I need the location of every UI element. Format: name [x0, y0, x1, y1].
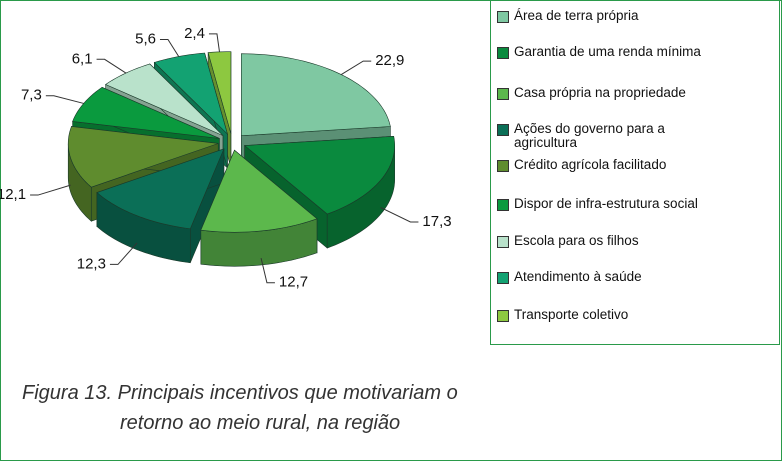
- caption-line: retorno ao meio rural, na região: [120, 412, 401, 434]
- legend-label: Área de terra própria: [514, 8, 639, 23]
- slice: [207, 51, 232, 134]
- legend-item: Casa própria na propriedade: [497, 86, 767, 100]
- legend-label: Dispor de infra-estrutura social: [514, 196, 698, 211]
- legend-swatch: [497, 199, 509, 211]
- legend-item: Ações do governo para a agricultura: [497, 122, 767, 150]
- legend-item: Área de terra própria: [497, 9, 767, 23]
- leader-line: [30, 184, 71, 196]
- leader-line: [109, 242, 138, 265]
- data-label: 5,6: [135, 30, 156, 47]
- leader-line: [260, 258, 275, 284]
- legend-swatch: [497, 310, 509, 322]
- legend-swatch: [497, 160, 509, 172]
- legend-item: Dispor de infra-estrutura social: [497, 197, 767, 211]
- legend-label: Garantia de uma renda mínima: [514, 44, 701, 59]
- legend-label: Escola para os filhos: [514, 233, 639, 248]
- data-label: 17,3: [422, 213, 451, 230]
- legend-swatch: [497, 11, 509, 23]
- slice: [105, 63, 224, 136]
- legend-item: Atendimento à saúde: [497, 270, 767, 284]
- leader-line: [208, 33, 220, 52]
- legend-swatch: [497, 236, 509, 248]
- legend-swatch: [497, 272, 509, 284]
- legend-swatch: [497, 124, 509, 136]
- legend-item: Escola para os filhos: [497, 234, 767, 248]
- leader-line: [45, 95, 84, 104]
- legend-label: Casa própria na propriedade: [514, 85, 686, 100]
- slice: [200, 149, 318, 233]
- data-label: 12,7: [279, 274, 308, 291]
- data-label: 22,9: [375, 52, 404, 69]
- leader-line: [380, 207, 419, 223]
- slice: [243, 135, 395, 215]
- data-label: 12,1: [0, 186, 26, 203]
- legend-item: Transporte coletivo: [497, 308, 767, 322]
- slice: [241, 53, 391, 137]
- legend-item: Crédito agrícola facilitado: [497, 158, 767, 172]
- slice: [67, 126, 219, 188]
- slice: [153, 52, 229, 136]
- legend-label: Atendimento à saúde: [514, 269, 642, 284]
- legend-label: Transporte coletivo: [514, 307, 629, 322]
- caption-line: Figura 13. Principais incentivos que mot…: [22, 382, 458, 404]
- leader-line: [96, 58, 127, 74]
- data-label: 12,3: [77, 255, 106, 272]
- leader-line: [159, 38, 180, 57]
- data-label: 7,3: [21, 87, 42, 104]
- legend-label: Ações do governo para a agricultura: [514, 121, 665, 150]
- legend-swatch: [497, 88, 509, 100]
- slice: [96, 148, 225, 230]
- data-label: 6,1: [72, 50, 93, 67]
- legend: Área de terra própria Garantia de uma ren…: [490, 0, 780, 345]
- legend-swatch: [497, 47, 509, 59]
- legend-item: Garantia de uma renda mínima: [497, 45, 767, 59]
- leader-line: [340, 60, 372, 75]
- legend-label: Crédito agrícola facilitado: [514, 157, 667, 172]
- data-label: 2,4: [184, 25, 205, 42]
